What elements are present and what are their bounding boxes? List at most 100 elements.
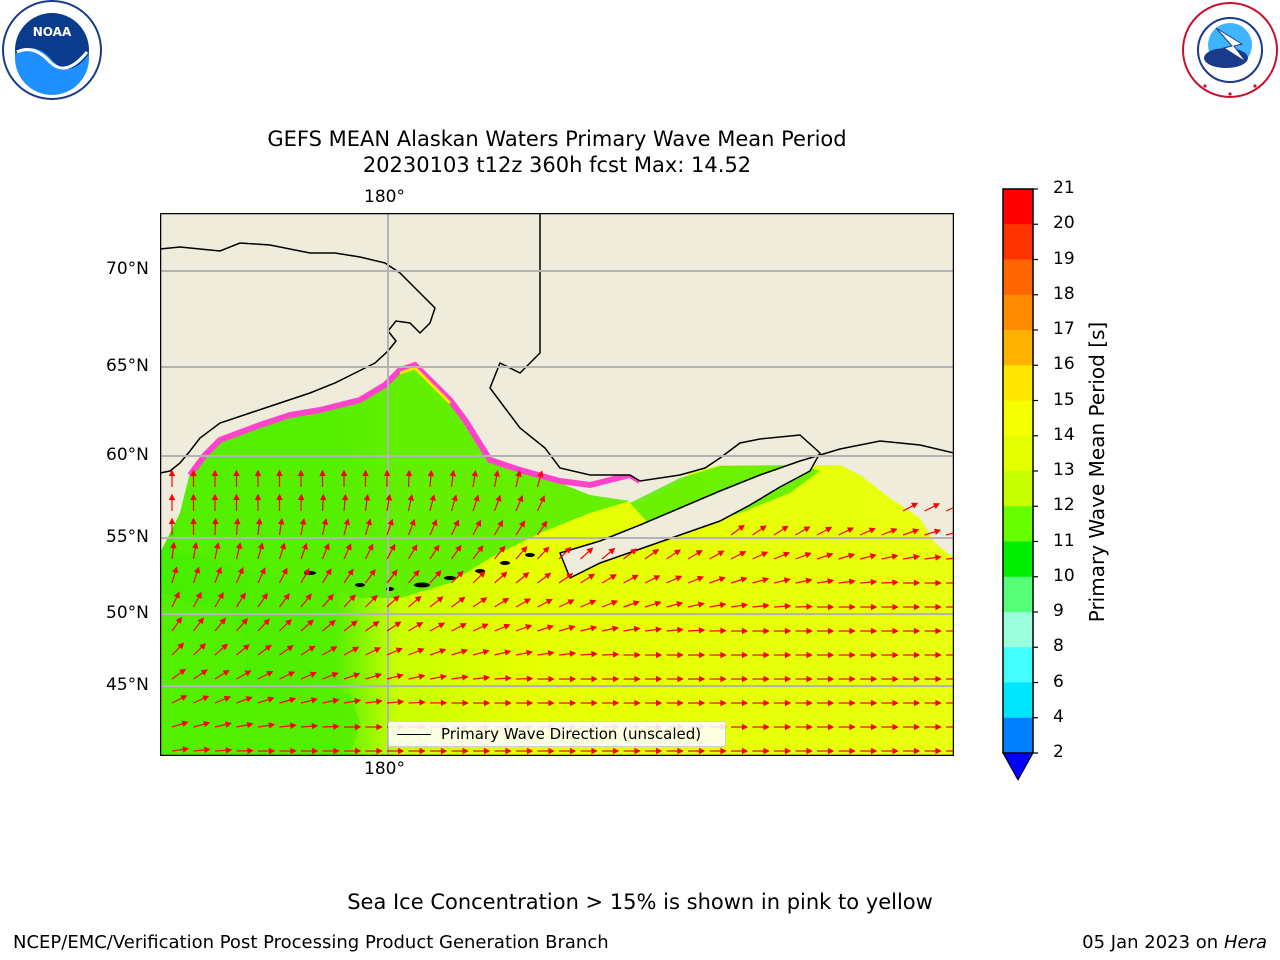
wave-arrow-head — [935, 723, 942, 731]
lat-label-70: 70°N — [106, 259, 149, 279]
footer-host: Hera — [1223, 932, 1267, 953]
wave-arrow-head — [439, 648, 447, 655]
wave-arrow-head — [567, 599, 575, 606]
wave-arrow-head — [522, 572, 530, 579]
wave-arrow-head — [935, 651, 942, 659]
wave-arrow-head — [276, 469, 283, 477]
colorbar-band — [1003, 365, 1033, 401]
wave-arrow-head — [589, 599, 597, 606]
wave-arrow-head — [892, 651, 899, 659]
wave-arrow-head — [849, 747, 856, 755]
wave-arrow-head — [182, 746, 190, 753]
wave-arrow-head — [353, 672, 361, 679]
wave-arrow-head — [391, 569, 398, 577]
wave-arrow-head — [375, 672, 383, 679]
footer-date: 05 Jan 2023 on Hera — [1082, 932, 1267, 953]
wave-arrow-head — [696, 575, 705, 582]
wave-arrow-head — [548, 675, 555, 683]
wave-arrow-head — [204, 746, 211, 754]
wave-arrow-head — [587, 573, 596, 580]
wave-arrow-head — [341, 493, 349, 501]
wave-arrow-head — [343, 518, 350, 526]
wave-arrow-head — [803, 526, 811, 533]
wave-arrow-head — [310, 697, 318, 704]
wave-arrow-head — [870, 723, 878, 731]
wave-arrow-head — [309, 671, 317, 678]
colorbar-tick-label: 12 — [1053, 495, 1075, 516]
wave-arrow-head — [763, 651, 770, 659]
lat-lon-grid — [160, 213, 954, 756]
wave-arrow-head — [345, 543, 352, 551]
wave-arrow-head — [739, 551, 747, 557]
wave-arrow-head — [547, 650, 555, 657]
wave-arrow-head — [737, 524, 745, 532]
wave-arrow-head — [433, 544, 440, 552]
wave-arrow-head — [170, 541, 177, 549]
wave-arrow-head — [827, 723, 835, 731]
wave-arrow-head — [383, 469, 391, 477]
wave-arrow-head — [367, 543, 374, 551]
wave-arrow-head — [225, 747, 233, 754]
wave-arrow-head — [870, 627, 878, 635]
wave-arrow-head — [763, 675, 770, 683]
wave-arrow-head — [515, 470, 522, 478]
wave-arrow-head — [504, 649, 512, 656]
wave-arrow-head — [349, 594, 356, 602]
wave-arrow-head — [717, 550, 725, 557]
wave-arrow-head — [591, 650, 598, 658]
wave-arrow-head — [890, 527, 898, 535]
wave-arrow-head — [806, 699, 813, 707]
wave-arrow-head — [806, 747, 813, 755]
wave-arrow-head — [913, 723, 921, 731]
wave-arrow-head — [741, 747, 749, 755]
wave-arrow-head — [827, 675, 835, 683]
wave-arrow-head — [325, 568, 332, 576]
wave-arrow-head — [279, 542, 286, 550]
wave-arrow-head — [761, 551, 769, 558]
wave-arrow-head — [781, 525, 789, 532]
wave-arrow-head — [462, 699, 469, 707]
wave-arrow-head — [175, 616, 182, 624]
wave-arrow-head — [783, 577, 791, 584]
wave-arrow-head — [634, 699, 641, 707]
wave-arrow-head — [720, 627, 727, 635]
colorbar-band — [1003, 506, 1033, 542]
wave-arrow-head — [389, 543, 396, 551]
colorbar-tick-label: 18 — [1053, 283, 1075, 304]
wave-arrow-head — [892, 675, 899, 683]
wave-arrow-head — [870, 651, 878, 659]
wave-arrow-head — [935, 675, 942, 683]
wave-arrow-head — [257, 542, 265, 550]
wave-arrow-head — [934, 528, 942, 535]
wave-arrow-head — [180, 695, 188, 701]
wave-arrow-head — [763, 699, 770, 707]
wave-arrow-head — [234, 517, 241, 525]
wave-arrow-head — [277, 517, 285, 525]
wave-arrow-head — [548, 747, 555, 755]
wave-arrow-head — [935, 603, 942, 611]
wave-arrow-head — [365, 518, 372, 526]
wave-arrow-head — [483, 699, 491, 707]
wave-arrow-head — [200, 669, 208, 676]
wave-arrow-head — [759, 525, 767, 532]
sea-ice-caption: Sea Ice Concentration > 15% is shown in … — [347, 890, 933, 914]
wave-arrow-head — [299, 517, 307, 525]
colorbar-tick-label: 20 — [1053, 213, 1075, 234]
colorbar-band — [1003, 224, 1033, 260]
wave-arrow-head — [190, 469, 197, 477]
wave-arrow-head — [612, 675, 620, 683]
wave-arrow-head — [526, 747, 534, 755]
wave-arrow-head — [409, 518, 416, 526]
wave-arrow-head — [677, 675, 684, 683]
wave-arrow-head — [436, 596, 444, 603]
wave-arrow-head — [392, 595, 400, 602]
wave-arrow-head — [451, 494, 458, 502]
wave-arrow-head — [827, 651, 835, 659]
wave-arrow-head — [456, 570, 464, 578]
wave-arrow-head — [354, 747, 362, 755]
wave-arrow-head — [373, 647, 382, 654]
wave-arrow-head — [223, 695, 232, 702]
wave-arrow-head — [591, 675, 598, 683]
wave-arrow-head — [695, 549, 703, 557]
wave-arrow-head — [303, 567, 310, 576]
